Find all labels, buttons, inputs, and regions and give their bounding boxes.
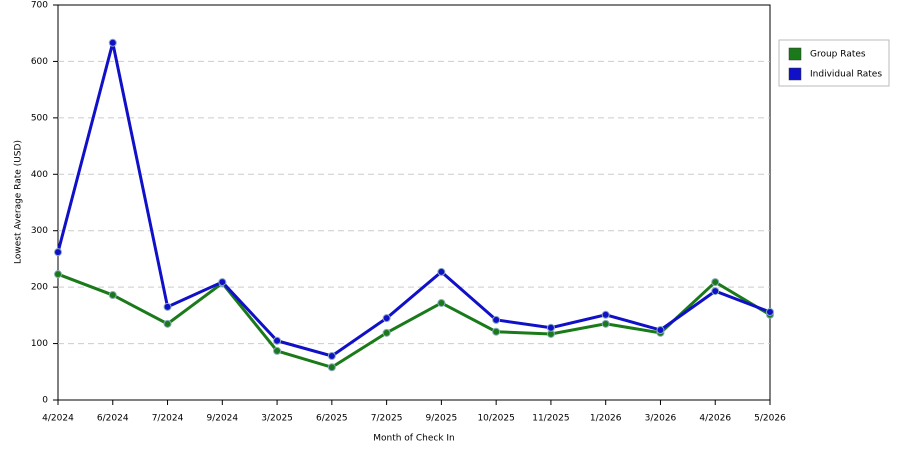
x-tick-label: 3/2026 [645,414,677,424]
x-tick-label: 4/2026 [699,414,731,424]
legend-swatch [788,47,802,61]
legend-swatch [788,67,802,81]
data-point [273,336,282,345]
x-tick-label: 9/2025 [426,414,458,424]
x-tick-label: 1/2026 [590,414,622,424]
y-axis-label: Lowest Average Rate (USD) [14,140,24,264]
x-tick-label: 9/2024 [206,414,238,424]
data-point [601,319,610,328]
y-tick-label: 700 [31,1,48,11]
data-point [327,351,336,360]
data-point [218,278,227,287]
x-tick-label: 11/2025 [532,414,569,424]
x-tick-label: 6/2024 [97,414,129,424]
data-point [108,291,117,300]
data-point [656,326,665,335]
data-point [437,298,446,307]
x-tick-label: 5/2026 [754,414,786,424]
data-point [108,38,117,47]
data-point [766,307,774,316]
y-tick-label: 600 [31,57,48,67]
data-point [711,287,720,296]
legend-label: Individual Rates [810,70,882,80]
data-point [492,327,501,336]
y-tick-label: 100 [31,339,48,349]
x-tick-label: 7/2024 [152,414,184,424]
data-point [437,267,446,276]
y-tick-label: 300 [31,226,48,236]
data-point [54,248,62,257]
data-point [327,363,336,372]
series-line [57,272,771,369]
series-line [56,42,771,358]
x-tick-label: 3/2025 [261,414,293,424]
data-point [382,314,391,323]
data-point [546,323,555,332]
x-tick-label: 10/2025 [477,414,514,424]
y-tick-label: 500 [31,113,48,123]
data-point [601,310,610,319]
x-tick-label: 6/2025 [316,414,348,424]
plot-frame [57,4,771,401]
legend-label: Group Rates [810,50,866,60]
y-tick-label: 0 [42,396,48,406]
data-point [54,270,62,279]
data-point [711,278,720,287]
data-point [382,328,391,337]
y-tick-label: 400 [31,170,48,180]
y-tick-label: 200 [31,283,48,293]
data-point [273,346,282,355]
data-point [163,302,172,311]
x-tick-label: 4/2024 [42,414,74,424]
data-point [492,315,501,324]
x-tick-label: 7/2025 [371,414,403,424]
x-axis-label: Month of Check In [373,434,455,444]
data-point [163,319,172,328]
